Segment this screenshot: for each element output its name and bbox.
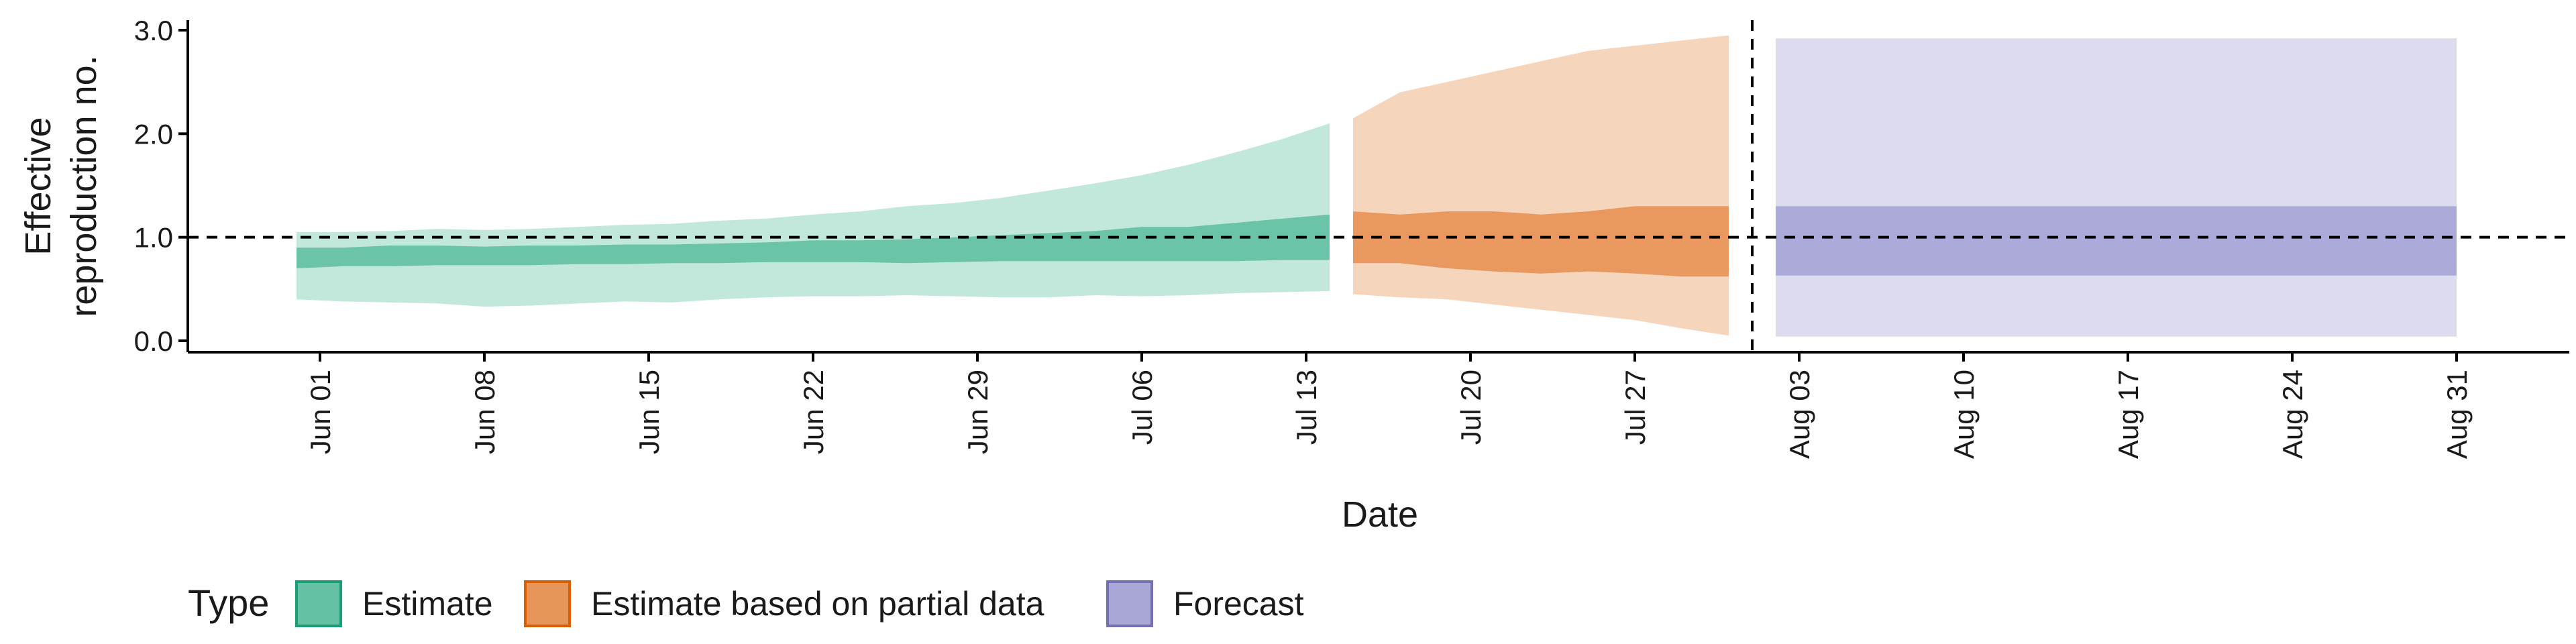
x-tick-label: Aug 17 xyxy=(2112,370,2144,459)
legend-title: Type xyxy=(188,582,269,624)
x-tick-label: Jun 01 xyxy=(305,370,336,454)
x-tick-label: Jun 08 xyxy=(469,370,500,454)
estimate-outer-band xyxy=(297,123,1330,307)
y-tick-label: 1.0 xyxy=(134,222,173,254)
x-axis-ticks: Jun 01 Jun 08 Jun 15 Jun 22 Jun 29 Jul 06 Jul … xyxy=(305,352,2473,459)
x-tick-label: Jul 13 xyxy=(1291,370,1322,445)
estimate-based-on-partial-data-inner-band xyxy=(1353,206,1729,277)
legend-label-estimate: Estimate xyxy=(362,585,493,623)
x-tick-label: Jun 22 xyxy=(798,370,829,454)
ribbon-layer xyxy=(297,35,2457,337)
legend-swatch-forecast xyxy=(1106,580,1153,627)
legend-swatch-estimate xyxy=(295,580,342,627)
x-tick-label: Aug 31 xyxy=(2441,370,2473,459)
legend-label-forecast: Forecast xyxy=(1173,585,1304,623)
estimate-based-on-partial-data-outer-band xyxy=(1353,35,1729,336)
forecast-outer-band xyxy=(1776,38,2457,337)
legend: Type Estimate Estimate based on partial da… xyxy=(188,580,1304,627)
axes xyxy=(186,20,2569,354)
x-tick-label: Jul 06 xyxy=(1126,370,1158,445)
x-tick-label: Aug 24 xyxy=(2277,370,2308,459)
estimate-inner-band xyxy=(297,214,1330,268)
forecast-inner-band xyxy=(1776,206,2457,276)
y-axis-title-line: reproduction no. xyxy=(64,55,104,317)
axis-titles: Date Effective reproduction no. xyxy=(18,55,1418,535)
x-tick-label: Jul 27 xyxy=(1619,370,1651,445)
y-axis-ticks: 0.0 1.0 2.0 3.0 xyxy=(134,15,188,357)
x-tick-label: Jun 15 xyxy=(633,370,665,454)
y-tick-label: 2.0 xyxy=(134,118,173,150)
y-axis-title-line: Effective xyxy=(18,117,58,255)
x-tick-label: Jun 29 xyxy=(962,370,994,454)
y-tick-label: 3.0 xyxy=(134,15,173,46)
legend-swatch-estimate-based-on-partial-data xyxy=(524,580,571,627)
legend-label-estimate-based-on-partial-data: Estimate based on partial data xyxy=(591,585,1044,623)
x-axis-title: Date xyxy=(1342,494,1418,535)
x-tick-label: Aug 10 xyxy=(1948,370,1980,459)
reference-lines xyxy=(188,20,2569,352)
x-tick-label: Jul 20 xyxy=(1455,370,1487,445)
y-tick-label: 0.0 xyxy=(134,325,173,357)
x-tick-label: Aug 03 xyxy=(1784,370,1815,459)
